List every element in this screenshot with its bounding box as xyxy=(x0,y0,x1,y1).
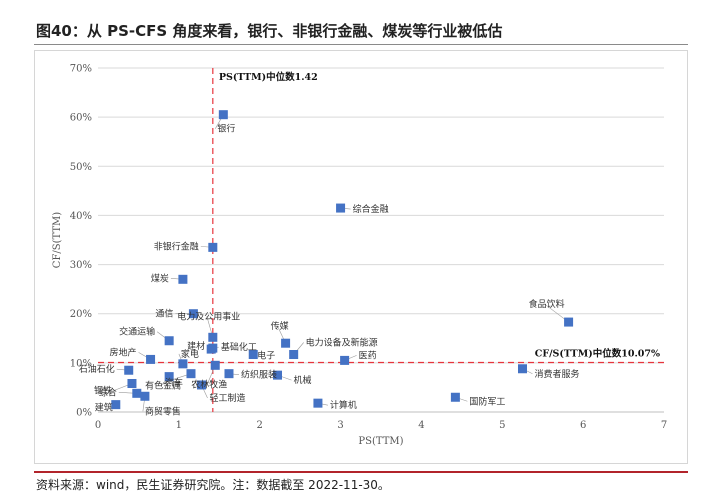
scatter-point xyxy=(340,355,350,365)
scatter-point xyxy=(188,309,198,319)
point-label: 综合金融 xyxy=(353,203,389,215)
point-label: 房地产 xyxy=(110,346,137,358)
y-tick-label: 70% xyxy=(70,64,92,75)
point-label: 商贸零售 xyxy=(145,405,181,417)
scatter-point xyxy=(196,380,206,390)
axis-layer: 0% 10% 20% 30% 40% 50% 60% 70% 0 1 2 3 4 5 6 7 PS(TTM) CF… xyxy=(52,64,667,448)
point-label: 轻工制造 xyxy=(209,392,245,404)
x-axis-title: PS(TTM) xyxy=(358,436,403,447)
x-tick-label: 0 xyxy=(95,420,101,431)
scatter-point xyxy=(336,203,346,213)
scatter-point xyxy=(224,369,234,379)
reference-lines: PS(TTM)中位数1.42 CF/S(TTM)中位数10.07% xyxy=(98,68,664,412)
point-label: 电力设备及新能源 xyxy=(306,337,378,349)
footer-divider xyxy=(34,471,688,473)
point-label: 家电 xyxy=(181,348,199,360)
data-points xyxy=(111,110,574,410)
point-label: 建材 xyxy=(187,340,205,352)
scatter-point xyxy=(124,365,134,375)
scatter-point xyxy=(281,338,291,348)
point-label: 建筑 xyxy=(95,402,113,414)
x-tick-label: 3 xyxy=(337,420,343,431)
point-label: 煤炭 xyxy=(151,272,169,284)
scatter-point xyxy=(164,336,174,346)
figure-title: 图40：从 PS-CFS 角度来看，银行、非银行金融、煤炭等行业被低估 xyxy=(36,22,503,40)
point-label: 通信 xyxy=(155,308,173,320)
point-label: 电力及公用事业 xyxy=(177,310,240,322)
y-tick-label: 10% xyxy=(70,358,92,369)
scatter-point xyxy=(208,343,218,353)
scatter-point xyxy=(146,354,156,364)
y-tick-label: 0% xyxy=(76,408,92,419)
y-tick-label: 30% xyxy=(70,260,92,271)
scatter-point xyxy=(289,350,299,360)
scatter-point xyxy=(132,388,142,398)
point-label: 纺织服装 xyxy=(241,369,277,381)
point-label: 交通运输 xyxy=(119,326,155,338)
point-label: 钢铁 xyxy=(94,384,112,396)
point-label: 机械 xyxy=(294,374,312,386)
point-label: 国防军工 xyxy=(469,395,505,407)
point-label: 综合 xyxy=(99,386,117,398)
median-ps-label: PS(TTM)中位数1.42 xyxy=(219,71,318,83)
scatter-point xyxy=(210,360,220,370)
y-tick-label: 50% xyxy=(70,162,92,173)
scatter-point xyxy=(208,242,218,252)
scatter-point xyxy=(178,274,188,284)
scatter-point xyxy=(164,372,174,382)
point-label: 消费者服务 xyxy=(535,368,580,380)
leader-line xyxy=(162,373,192,383)
point-label: 计算机 xyxy=(330,399,357,411)
point-label: 有色金属 xyxy=(145,380,181,392)
y-tick-label: 20% xyxy=(70,309,92,320)
y-axis-title: CF/S(TTM) xyxy=(52,212,63,268)
chart-frame: 0% 10% 20% 30% 40% 50% 60% 70% 0 1 2 3 4 5 6 7 PS(TTM) CF… xyxy=(34,50,688,464)
x-tick-label: 2 xyxy=(257,420,263,431)
scatter-point xyxy=(564,317,574,327)
scatter-point xyxy=(248,350,258,360)
scatter-chart: 0% 10% 20% 30% 40% 50% 60% 70% 0 1 2 3 4 5 6 7 PS(TTM) CF… xyxy=(52,64,667,448)
title-divider xyxy=(34,44,688,45)
x-tick-label: 7 xyxy=(661,420,667,431)
y-tick-label: 60% xyxy=(70,113,92,124)
point-label: 食品饮料 xyxy=(529,298,565,310)
scatter-point xyxy=(140,391,150,401)
point-label: 农林牧渔 xyxy=(191,378,227,390)
scatter-point xyxy=(218,110,228,120)
scatter-point xyxy=(208,332,218,342)
point-label: 银行 xyxy=(217,123,235,135)
x-tick-label: 5 xyxy=(499,420,505,431)
source-note: 资料来源：wind，民生证券研究院。注：数据截至 2022-11-30。 xyxy=(36,478,390,492)
x-tick-label: 6 xyxy=(580,420,586,431)
scatter-point xyxy=(178,359,188,369)
scatter-point xyxy=(273,370,283,380)
point-label: 传媒 xyxy=(271,320,289,332)
scatter-point xyxy=(450,392,460,402)
point-label: 基础化工 xyxy=(221,341,257,353)
point-label: 电子 xyxy=(257,350,275,362)
point-label: 汽车 xyxy=(165,377,183,389)
x-tick-label: 1 xyxy=(176,420,182,431)
scatter-point xyxy=(186,369,196,379)
scatter-point xyxy=(313,398,323,408)
y-tick-label: 40% xyxy=(70,211,92,222)
point-label: 医药 xyxy=(359,350,377,361)
scatter-point xyxy=(111,400,121,410)
median-cfs-label: CF/S(TTM)中位数10.07% xyxy=(535,348,660,360)
scatter-point xyxy=(127,378,137,388)
point-label: 非银行金融 xyxy=(154,240,199,252)
scatter-point xyxy=(518,364,527,374)
point-label: 石油石化 xyxy=(79,363,115,375)
x-tick-label: 4 xyxy=(418,420,424,431)
